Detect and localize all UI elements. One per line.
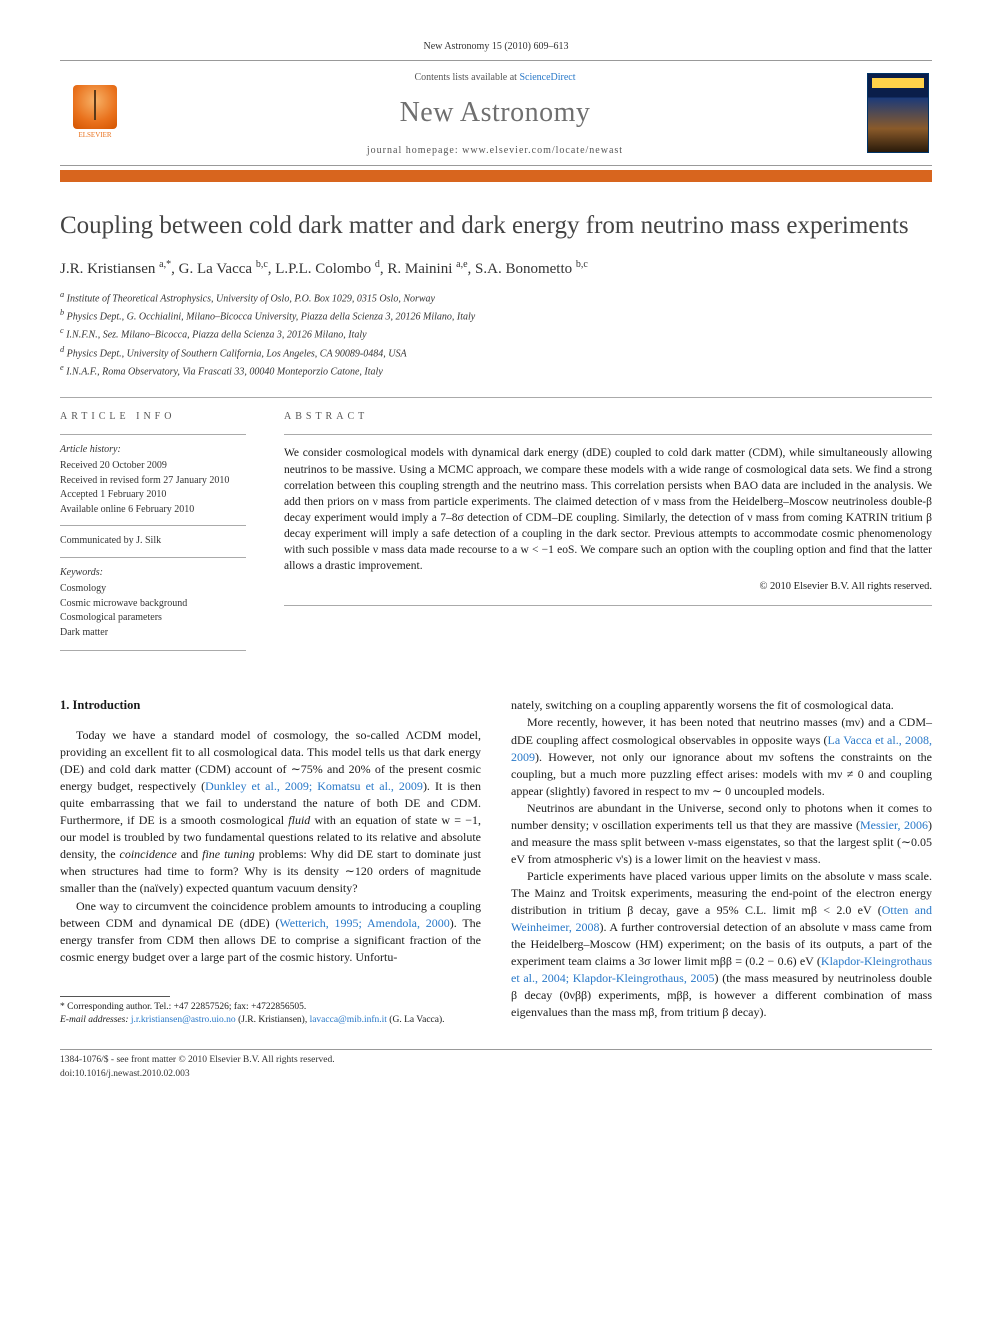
journal-reference: New Astronomy 15 (2010) 609–613 [60, 40, 932, 54]
header-center: Contents lists available at ScienceDirec… [130, 61, 860, 166]
email-who: (J.R. Kristiansen), [238, 1015, 307, 1025]
abstract-copyright: © 2010 Elsevier B.V. All rights reserved… [284, 580, 932, 595]
affiliation-line: a Institute of Theoretical Astrophysics,… [60, 289, 932, 306]
corresponding-author: * Corresponding author. Tel.: +47 228575… [60, 1001, 481, 1014]
body-two-column: 1. Introduction Today we have a standard… [60, 697, 932, 1027]
cover-image-icon [867, 73, 929, 153]
affiliations: a Institute of Theoretical Astrophysics,… [60, 289, 932, 380]
affiliation-line: b Physics Dept., G. Occhialini, Milano–B… [60, 307, 932, 324]
citation-link[interactable]: Messier, 2006 [860, 818, 928, 832]
abstract-column: ABSTRACT We consider cosmological models… [260, 398, 932, 669]
abstract-text: We consider cosmological models with dyn… [284, 445, 932, 574]
contents-line: Contents lists available at ScienceDirec… [134, 71, 856, 85]
footer-front-matter: 1384-1076/$ - see front matter © 2010 El… [60, 1054, 932, 1067]
contents-pre: Contents lists available at [414, 72, 519, 83]
keyword: Cosmic microwave background [60, 597, 246, 612]
emails-label: E-mail addresses: [60, 1015, 129, 1025]
body-col-left: 1. Introduction Today we have a standard… [60, 697, 481, 1027]
affiliation-line: c I.N.F.N., Sez. Milano–Bicocca, Piazza … [60, 325, 932, 342]
body-paragraph: nately, switching on a coupling apparent… [511, 697, 932, 714]
footnote-separator [60, 996, 170, 997]
citation-link[interactable]: La Vacca et al., 2008, 2009 [511, 733, 932, 764]
email-who: (G. La Vacca). [389, 1015, 444, 1025]
footnotes: * Corresponding author. Tel.: +47 228575… [60, 1001, 481, 1028]
email-line: E-mail addresses: j.r.kristiansen@astro.… [60, 1014, 481, 1027]
abstract-heading: ABSTRACT [284, 410, 932, 424]
authors-line: J.R. Kristiansen a,*, G. La Vacca b,c, L… [60, 258, 932, 279]
history-item: Received in revised form 27 January 2010 [60, 474, 246, 489]
keywords-label: Keywords: [60, 566, 246, 581]
communicated-by: Communicated by J. Silk [60, 534, 246, 549]
affiliation-line: e I.N.A.F., Roma Observatory, Via Frasca… [60, 362, 932, 379]
body-paragraph: Neutrinos are abundant in the Universe, … [511, 800, 932, 868]
history-item: Accepted 1 February 2010 [60, 488, 246, 503]
body-paragraph: One way to circumvent the coincidence pr… [60, 898, 481, 966]
elsevier-tree-icon [73, 85, 117, 129]
journal-name: New Astronomy [134, 94, 856, 132]
history-label: Article history: [60, 443, 246, 458]
body-paragraph: Particle experiments have placed various… [511, 868, 932, 1021]
keyword: Cosmology [60, 582, 246, 597]
author-email-link[interactable]: lavacca@mib.infn.it [310, 1015, 387, 1025]
history-item: Received 20 October 2009 [60, 459, 246, 474]
journal-cover-thumb [860, 61, 932, 166]
journal-homepage: journal homepage: www.elsevier.com/locat… [134, 144, 856, 158]
publisher-name: ELSEVIER [78, 131, 111, 140]
journal-header: ELSEVIER Contents lists available at Sci… [60, 60, 932, 167]
keyword: Dark matter [60, 626, 246, 641]
body-col-right: nately, switching on a coupling apparent… [511, 697, 932, 1027]
accent-bar [60, 170, 932, 182]
article-history-block: Article history: Received 20 October 200… [60, 443, 246, 518]
footer-doi: doi:10.1016/j.newast.2010.02.003 [60, 1068, 932, 1081]
keywords-block: Keywords: Cosmology Cosmic microwave bac… [60, 566, 246, 641]
article-info-column: ARTICLE INFO Article history: Received 2… [60, 398, 260, 669]
body-paragraph: Today we have a standard model of cosmol… [60, 727, 481, 897]
author-email-link[interactable]: j.r.kristiansen@astro.uio.no [131, 1015, 236, 1025]
history-item: Available online 6 February 2010 [60, 503, 246, 518]
article-title: Coupling between cold dark matter and da… [60, 210, 932, 241]
sciencedirect-link[interactable]: ScienceDirect [519, 72, 575, 83]
citation-link[interactable]: Wetterich, 1995; Amendola, 2000 [279, 916, 449, 930]
affiliation-line: d Physics Dept., University of Southern … [60, 344, 932, 361]
elsevier-logo: ELSEVIER [60, 61, 130, 166]
keyword: Cosmological parameters [60, 611, 246, 626]
citation-link[interactable]: Dunkley et al., 2009; Komatsu et al., 20… [205, 779, 423, 793]
citation-link[interactable]: Otten and Weinheimer, 2008 [511, 903, 932, 934]
body-paragraph: More recently, however, it has been note… [511, 714, 932, 799]
article-info-heading: ARTICLE INFO [60, 410, 246, 424]
citation-link[interactable]: Klapdor-Kleingrothaus et al., 2004; Klap… [511, 954, 932, 985]
section-heading-intro: 1. Introduction [60, 697, 481, 715]
page-footer: 1384-1076/$ - see front matter © 2010 El… [60, 1049, 932, 1081]
